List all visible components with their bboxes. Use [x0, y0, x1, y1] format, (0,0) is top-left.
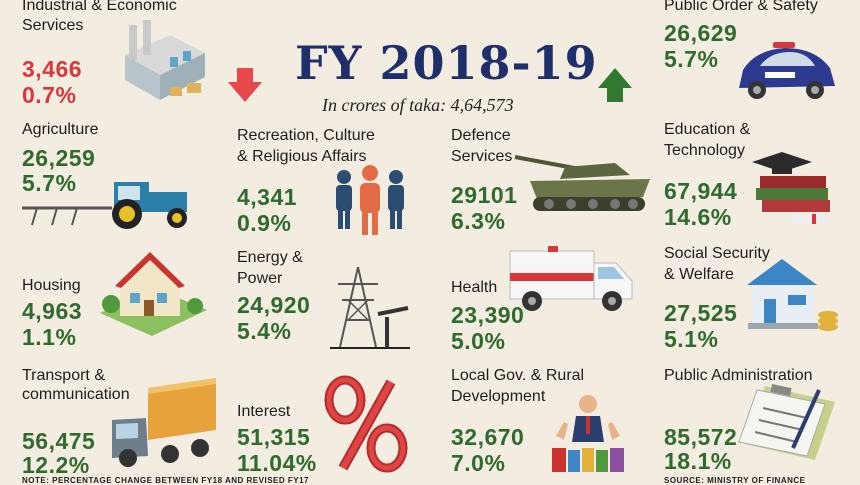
public-admin-value: 85,572	[664, 424, 738, 450]
local-gov-value: 32,670	[451, 424, 525, 450]
public-admin-pct: 18.1%	[664, 448, 732, 474]
energy-pct: 5.4%	[237, 318, 292, 344]
agriculture-pct: 5.7%	[22, 170, 77, 196]
transport-label-2: communication	[22, 386, 130, 403]
recreation-label-1: Recreation, Culture	[237, 127, 375, 144]
defence-label-2: Services	[451, 148, 513, 165]
energy-value: 24,920	[237, 292, 311, 318]
transport-value: 56,475	[22, 428, 96, 454]
percent-icon	[324, 375, 408, 473]
public-order-pct: 5.7%	[664, 46, 719, 72]
agriculture-label: Agriculture	[22, 121, 99, 138]
footnote: NOTE: PERCENTAGE CHANGE BETWEEN FY18 AND…	[22, 476, 309, 485]
industrial-pct: 0.7%	[22, 82, 77, 108]
clipboard-icon	[738, 384, 835, 460]
books-icon	[752, 152, 830, 224]
housing-label: Housing	[22, 277, 81, 294]
interest-label: Interest	[237, 403, 291, 420]
defence-label-1: Defence	[451, 127, 511, 144]
transport-label-1: Transport &	[22, 367, 105, 384]
energy-label-2: Power	[237, 270, 283, 287]
housing-value: 4,963	[22, 298, 83, 324]
tractor-icon	[22, 182, 187, 229]
public-order-value: 26,629	[664, 20, 738, 46]
agriculture-value: 26,259	[22, 145, 96, 171]
education-label-2: Technology	[664, 142, 745, 159]
up-arrow-icon	[598, 68, 632, 102]
interest-pct: 11.04%	[237, 450, 317, 476]
source-note: SOURCE: MINISTRY OF FINANCE	[664, 476, 806, 485]
industrial-label: Industrial & Economic Services	[22, 0, 177, 34]
social-label-1: Social Security	[664, 245, 770, 262]
recreation-label-2: & Religious Affairs	[237, 148, 367, 165]
truck-icon	[112, 378, 216, 467]
recreation-value: 4,341	[237, 184, 298, 210]
transport-pct: 12.2%	[22, 452, 90, 478]
local-gov-label-2: Development	[451, 388, 546, 405]
social-label-2: & Welfare	[664, 266, 734, 283]
crowd-icon	[552, 395, 624, 472]
people-icon	[336, 165, 404, 235]
house-icon	[100, 252, 207, 336]
housing-pct: 1.1%	[22, 324, 77, 350]
health-label: Health	[451, 279, 498, 296]
page-subtitle: In crores of taka: 4,64,573	[322, 95, 514, 115]
health-value: 23,390	[451, 302, 525, 328]
health-pct: 5.0%	[451, 328, 506, 354]
industrial-value: 3,466	[22, 56, 83, 82]
recreation-pct: 0.9%	[237, 210, 292, 236]
education-pct: 14.6%	[664, 204, 732, 230]
tank-icon	[514, 155, 650, 211]
down-arrow-icon	[228, 68, 262, 102]
interest-value: 51,315	[237, 424, 311, 450]
public-admin-label: Public Administration	[664, 367, 813, 384]
energy-label-1: Energy &	[237, 249, 303, 266]
social-pct: 5.1%	[664, 326, 719, 352]
local-gov-pct: 7.0%	[451, 450, 506, 476]
defence-pct: 6.3%	[451, 208, 506, 234]
defence-value: 29101	[451, 182, 518, 208]
bank-icon	[747, 259, 838, 331]
local-gov-label-1: Local Gov. & Rural	[451, 367, 585, 384]
social-value: 27,525	[664, 300, 738, 326]
ambulance-icon	[509, 246, 633, 311]
power-tower-icon	[330, 266, 410, 349]
page-title: FY 2018-19	[295, 36, 598, 90]
police-car-icon	[739, 42, 835, 99]
education-label-1: Education &	[664, 121, 751, 138]
education-value: 67,944	[664, 178, 738, 204]
factory-icon	[125, 20, 205, 100]
public-order-label: Public Order & Safety	[664, 0, 818, 14]
